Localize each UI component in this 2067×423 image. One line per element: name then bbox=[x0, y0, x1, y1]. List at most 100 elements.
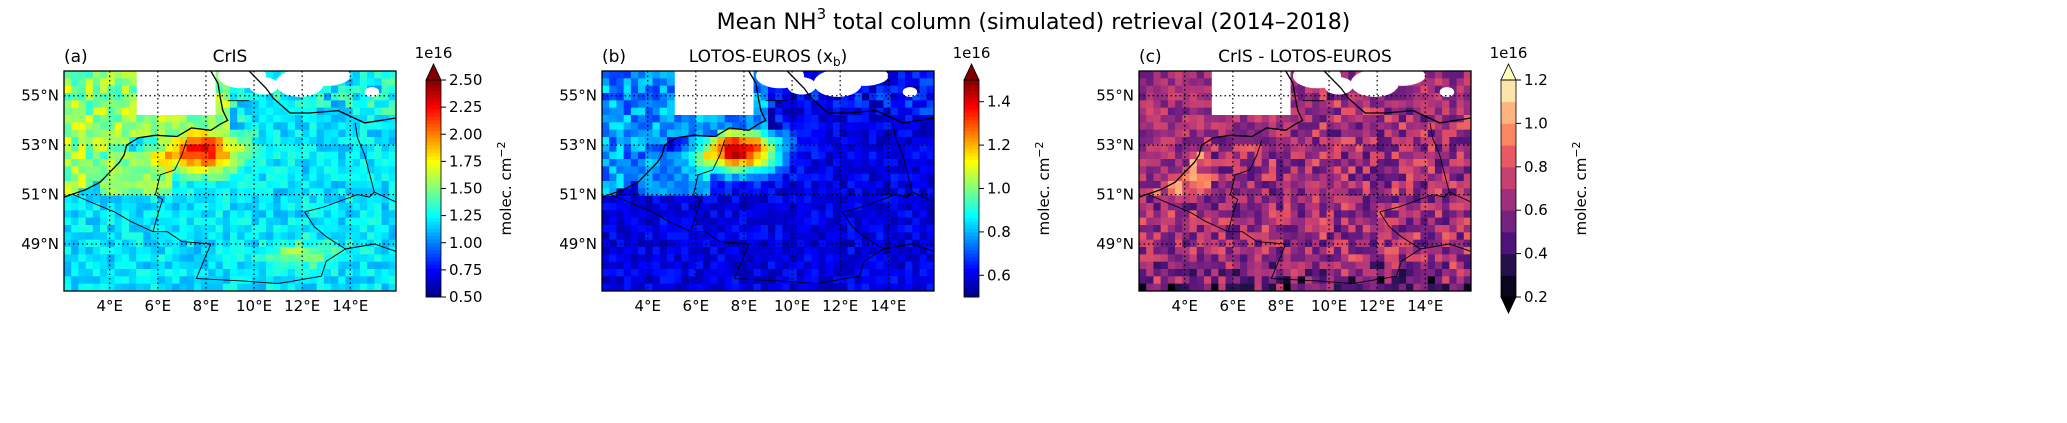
colorbar-segment bbox=[426, 206, 441, 211]
colorbar-segment bbox=[426, 192, 441, 197]
border-line bbox=[692, 140, 726, 195]
colorbar-segment bbox=[964, 174, 979, 179]
y-tick-label: 51°N bbox=[21, 186, 59, 204]
colorbar-segment bbox=[426, 163, 441, 168]
colorbar-segment bbox=[964, 116, 979, 121]
colorbar-segment bbox=[964, 224, 979, 229]
coastlines bbox=[602, 71, 934, 285]
colorbar-segment bbox=[426, 253, 441, 258]
colorbar-segment bbox=[964, 271, 979, 276]
colorbar-segment bbox=[426, 231, 441, 237]
gridlines bbox=[602, 71, 934, 291]
colorbar-segment bbox=[1501, 210, 1516, 233]
colorbar-segment bbox=[964, 170, 979, 175]
colorbar-label: molec. cm−2 bbox=[495, 141, 515, 235]
border-line bbox=[1449, 191, 1471, 203]
border-line bbox=[842, 122, 913, 213]
coastlines bbox=[1139, 71, 1471, 285]
colorbar-segment bbox=[1501, 80, 1516, 103]
x-tick-label: 4°E bbox=[1171, 297, 1198, 315]
colorbar-segment bbox=[964, 108, 979, 114]
colorbar-segment bbox=[964, 98, 979, 103]
panel-label: (a) bbox=[64, 47, 88, 67]
gridlines bbox=[1139, 71, 1471, 291]
colorbar-segment bbox=[1501, 145, 1516, 168]
colorbar-segment bbox=[426, 108, 441, 114]
y-tick-label: 51°N bbox=[1096, 186, 1134, 204]
x-tick-label: 8°E bbox=[193, 297, 220, 315]
colorbar-segment bbox=[964, 188, 979, 193]
y-tick-label: 51°N bbox=[559, 186, 597, 204]
colorbar-segment bbox=[964, 257, 979, 262]
x-tick-label: 14°E bbox=[1407, 297, 1443, 315]
colorbar-segment bbox=[426, 123, 441, 128]
colorbar-segment bbox=[426, 224, 441, 229]
colorbar-tick-label: 1.0 bbox=[1524, 114, 1548, 132]
colorbar-segment bbox=[964, 119, 979, 124]
colorbar-segment bbox=[964, 289, 979, 294]
colorbar-segment bbox=[426, 145, 441, 150]
colorbar-segment bbox=[426, 289, 441, 294]
colorbar-segment bbox=[426, 87, 441, 92]
colorbar-segment bbox=[964, 268, 979, 273]
colorbar-tick-label: 1.2 bbox=[1524, 71, 1548, 89]
colorbar: 0.2 0.4 0.6 0.8 1.0 1.2 1e16 molec. cm−2 bbox=[1490, 44, 1590, 314]
colorbar-segment bbox=[964, 231, 979, 237]
colorbar-segment bbox=[426, 275, 441, 280]
colorbar-segment bbox=[426, 134, 441, 139]
colorbar: 0.50 0.75 1.00 1.25 1.50 1.75 2.00 2.25 2.50 1e16… bbox=[415, 44, 515, 306]
coastlines bbox=[64, 71, 396, 285]
colorbar-segment bbox=[426, 235, 441, 240]
colorbar-frame bbox=[1500, 79, 1517, 298]
colorbar-segment bbox=[964, 101, 979, 106]
colorbar-segment bbox=[1501, 275, 1516, 298]
map-frame bbox=[63, 70, 397, 292]
colorbar-segment bbox=[426, 152, 441, 157]
border-line bbox=[1379, 122, 1450, 213]
colorbar-segment bbox=[964, 130, 979, 135]
colorbar-segment bbox=[426, 116, 441, 121]
colorbar-segment bbox=[426, 202, 441, 208]
colorbar-segment bbox=[1501, 166, 1516, 189]
x-tick-label: 10°E bbox=[774, 297, 810, 315]
colorbar-tick-label: 1.50 bbox=[449, 180, 482, 198]
colorbar-segment bbox=[964, 145, 979, 150]
colorbar-segment bbox=[426, 166, 441, 171]
colorbar-tick-label: 0.50 bbox=[449, 288, 482, 306]
colorbar-segment bbox=[426, 257, 441, 262]
x-tick-label: 10°E bbox=[236, 297, 272, 315]
colorbar-segment bbox=[964, 134, 979, 139]
colorbar-segment bbox=[964, 242, 979, 247]
colorbar-label: molec. cm−2 bbox=[1033, 141, 1053, 235]
y-tick-label: 55°N bbox=[559, 87, 597, 105]
border-line bbox=[196, 211, 347, 285]
colorbar-segment bbox=[426, 271, 441, 276]
border-line bbox=[733, 243, 750, 279]
coastline bbox=[602, 71, 767, 198]
colorbar-segment bbox=[426, 94, 441, 99]
colorbar-segment bbox=[426, 199, 441, 204]
colorbar-segment bbox=[1501, 231, 1516, 255]
colorbar-segment bbox=[964, 141, 979, 146]
colorbar-label: molec. cm−2 bbox=[1570, 141, 1590, 235]
colorbar-segment bbox=[426, 278, 441, 284]
colorbar-segment bbox=[426, 282, 441, 287]
colorbar-segment bbox=[426, 177, 441, 182]
y-tick-label: 53°N bbox=[21, 136, 59, 154]
x-tick-label: 12°E bbox=[1359, 297, 1395, 315]
map-frame bbox=[1138, 70, 1472, 292]
colorbar-tick-label: 2.50 bbox=[449, 71, 482, 89]
colorbar-segment bbox=[964, 206, 979, 211]
figure-title: Mean NH3 total column (simulated) retrie… bbox=[716, 5, 1351, 35]
colorbar-scale: 1e16 bbox=[953, 44, 991, 62]
border-line bbox=[1270, 243, 1287, 279]
panel-label: (c) bbox=[1139, 47, 1162, 67]
colorbar-segment bbox=[426, 130, 441, 135]
colorbar-tick-label: 1.25 bbox=[449, 207, 482, 225]
colorbar-segment bbox=[964, 112, 979, 117]
border-line bbox=[1227, 194, 1239, 232]
x-tick-label: 10°E bbox=[1311, 297, 1347, 315]
coastline-baltic bbox=[248, 71, 396, 124]
border-line bbox=[152, 194, 164, 232]
